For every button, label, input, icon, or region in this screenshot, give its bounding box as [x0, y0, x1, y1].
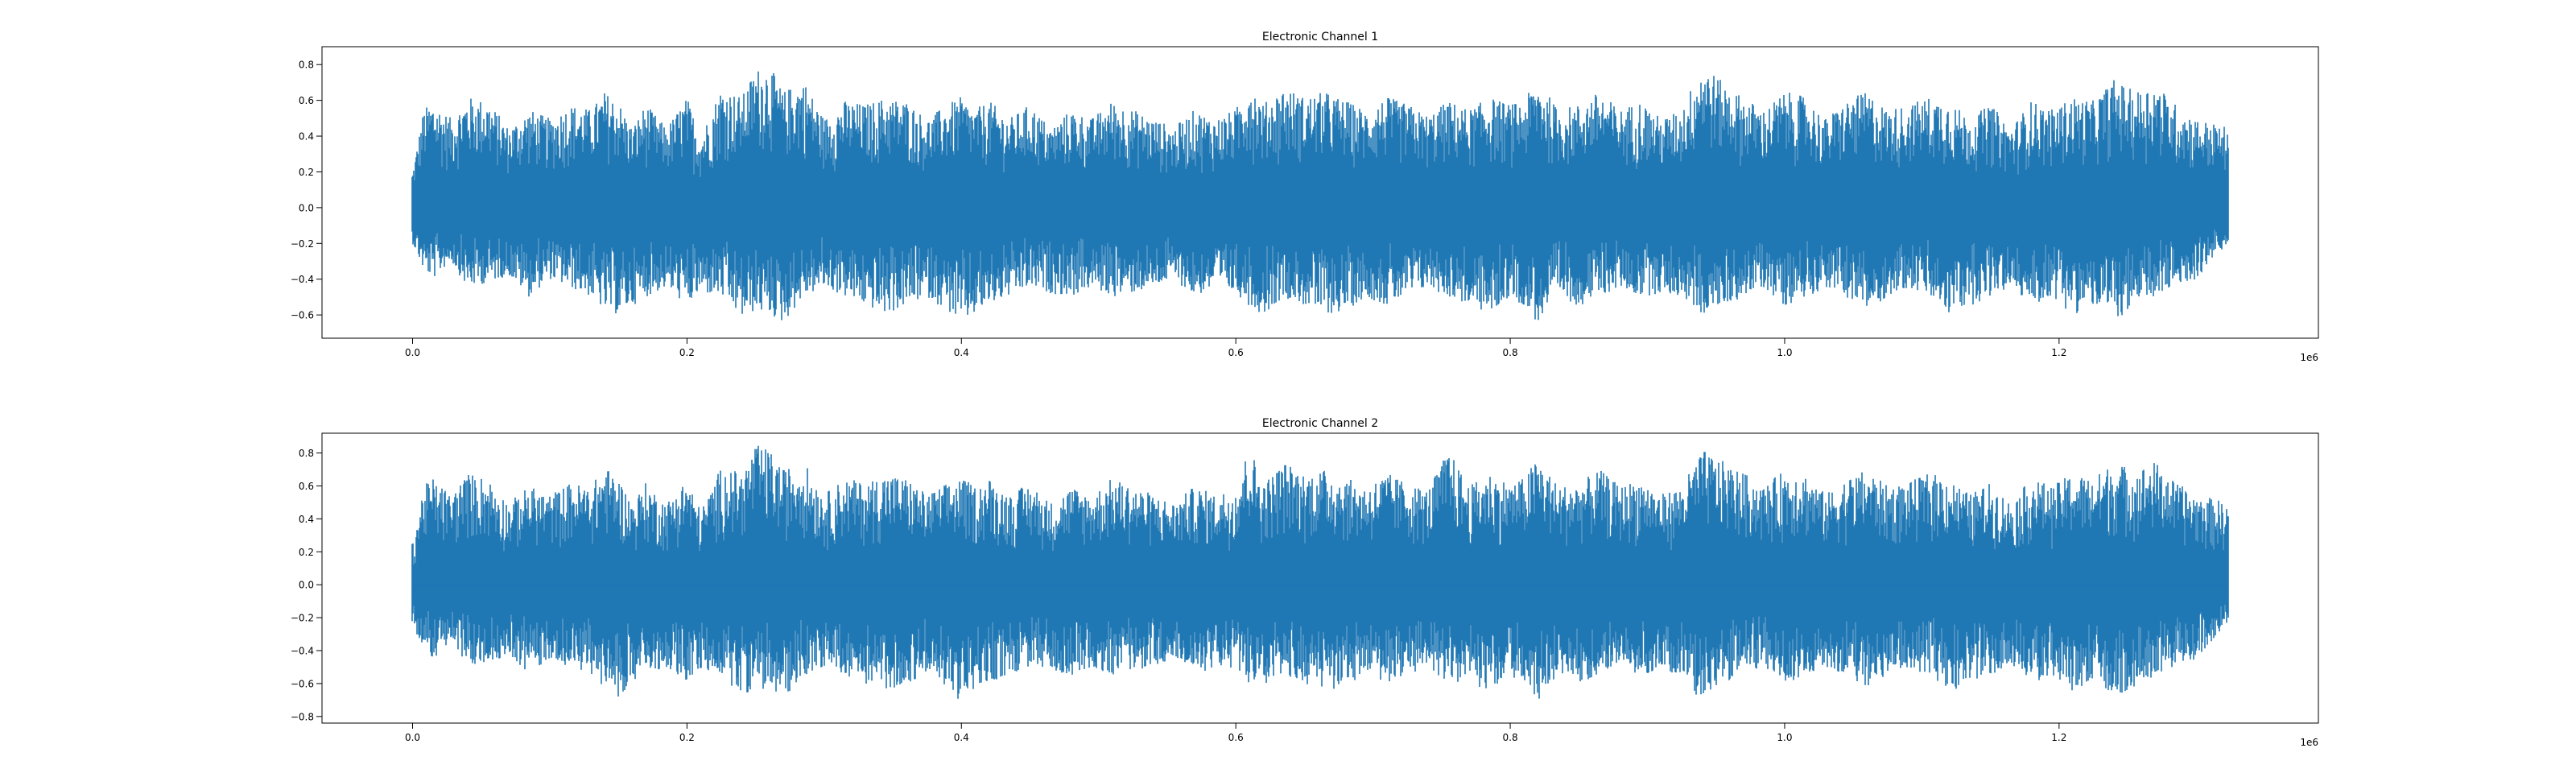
y-tick-label: 0.8 [299, 448, 314, 459]
axes-frame [321, 432, 2319, 724]
y-tick-label: 0.2 [299, 547, 314, 558]
x-axis: 0.0 0.2 0.4 0.6 0.8 1.0 1.2 [405, 723, 2066, 743]
y-tick-label: 0.6 [299, 95, 314, 106]
plot-area [411, 71, 2229, 320]
x-tick-label: 0.4 [954, 732, 969, 743]
y-tick-label: −0.6 [291, 678, 314, 689]
y-tick-label: −0.8 [291, 711, 314, 722]
x-tick-label: 0.2 [679, 347, 695, 358]
y-tick-label: 0.2 [299, 167, 314, 178]
y-tick-label: −0.4 [291, 646, 314, 657]
x-tick-label: 0.2 [679, 732, 695, 743]
x-tick-label: 0.6 [1228, 732, 1244, 743]
y-tick-label: 0.0 [299, 202, 314, 213]
x-tick-label: 1.0 [1777, 347, 1792, 358]
y-axis: −0.6 −0.4 −0.2 0.0 0.2 0.4 0.6 0.8 [291, 60, 322, 321]
y-tick-label: −0.4 [291, 274, 314, 285]
subplot-channel-2: Electronic Channel 2 −0.8 −0.6 −0.4 −0.2 0.0… [291, 417, 2319, 748]
x-tick-label: 0.4 [954, 347, 969, 358]
x-tick-label: 0.8 [1503, 347, 1518, 358]
y-tick-label: −0.6 [291, 310, 314, 321]
subplot-title: Electronic Channel 2 [1262, 417, 1378, 430]
y-tick-label: 0.6 [299, 481, 314, 492]
y-axis: −0.8 −0.6 −0.4 −0.2 0.0 0.2 0.4 0.6 0.8 [291, 448, 322, 722]
subplot-title: Electronic Channel 1 [1262, 31, 1378, 43]
x-tick-label: 1.2 [2051, 347, 2066, 358]
x-axis: 0.0 0.2 0.4 0.6 0.8 1.0 1.2 [405, 338, 2066, 358]
plot-area [411, 445, 2229, 699]
y-tick-label: −0.2 [291, 613, 314, 624]
y-tick-label: 0.4 [299, 131, 314, 143]
x-tick-label: 1.2 [2051, 732, 2066, 743]
x-tick-label: 0.0 [405, 732, 420, 743]
x-tick-label: 0.0 [405, 347, 420, 358]
x-offset-label: 1e6 [2300, 737, 2318, 748]
x-tick-label: 1.0 [1777, 732, 1792, 743]
axes-frame [321, 46, 2319, 339]
y-tick-label: 0.4 [299, 514, 314, 525]
y-tick-label: 0.0 [299, 580, 314, 591]
x-tick-label: 0.6 [1228, 347, 1244, 358]
x-tick-label: 0.8 [1503, 732, 1518, 743]
waveform-line [411, 71, 2229, 320]
y-tick-label: −0.2 [291, 238, 314, 250]
y-tick-label: 0.8 [299, 60, 314, 71]
subplot-channel-1: Electronic Channel 1 −0.6−0.4−0.20.00.20… [291, 31, 2319, 363]
x-offset-label: 1e6 [2300, 352, 2318, 363]
